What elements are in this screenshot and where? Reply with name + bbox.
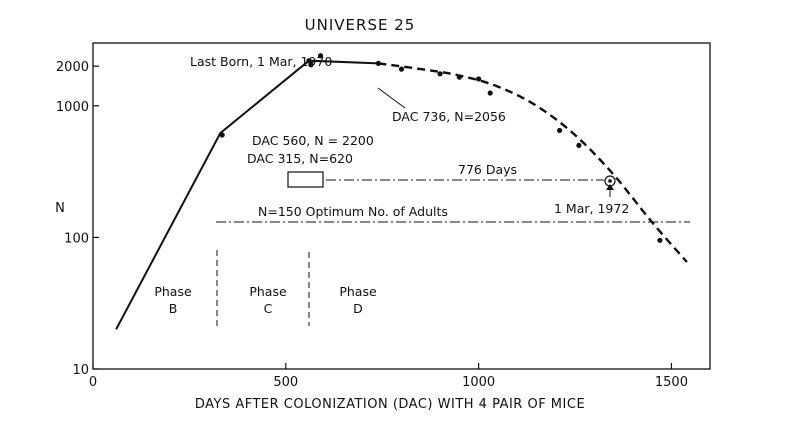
phase-b-label: Phase	[154, 284, 192, 299]
mar-1972-point	[608, 179, 612, 183]
data-point	[375, 60, 381, 66]
optimum-label: N=150 Optimum No. of Adults	[258, 204, 448, 219]
annotation-last-born: Last Born, 1 Mar, 1970	[190, 54, 332, 69]
series-dashed-line	[378, 62, 688, 263]
data-point	[437, 71, 443, 77]
x-tick-label: 1500	[655, 375, 688, 390]
series-solid-line	[115, 59, 379, 330]
annotation-dac736: DAC 736, N=2056	[392, 109, 506, 124]
annotation-dac560: DAC 560, N = 2200	[252, 133, 374, 148]
y-tick-label: 10	[72, 363, 89, 378]
plot-frame	[92, 42, 711, 370]
data-point	[308, 62, 314, 68]
x-tick-label: 1000	[462, 375, 495, 390]
data-point	[456, 74, 462, 80]
data-point	[576, 142, 582, 149]
phase-d-label: Phase	[339, 284, 377, 299]
annotation-mar1972: 1 Mar, 1972	[554, 201, 629, 216]
y-tick-label: 1000	[56, 100, 89, 115]
x-tick-label: 500	[273, 375, 298, 390]
y-axis-ticks: 10 100 1000 2000	[56, 60, 99, 378]
data-point	[306, 58, 312, 64]
y-tick-label: 2000	[56, 60, 89, 75]
x-tick-label: 0	[89, 375, 97, 390]
annotation-mar1972-arrowhead	[606, 184, 614, 190]
y-tick-label: 100	[64, 231, 89, 246]
phase-c-letter: C	[264, 301, 273, 316]
data-point	[487, 90, 493, 96]
data-point	[398, 66, 405, 72]
data-point	[657, 237, 663, 243]
annotation-dac315: DAC 315, N=620	[247, 151, 353, 166]
dac-box	[287, 171, 324, 188]
data-points	[219, 53, 663, 243]
x-axis-ticks: 0 500 1000 1500	[89, 363, 688, 390]
phase-d-letter: D	[353, 301, 363, 316]
days-776-label: 776 Days	[458, 162, 517, 177]
annotation-dac736-pointer	[377, 87, 406, 109]
data-point	[219, 132, 225, 138]
phase-c-label: Phase	[249, 284, 287, 299]
x-axis-label: DAYS AFTER COLONIZATION (DAC) WITH 4 PAI…	[195, 397, 585, 412]
data-point	[476, 76, 482, 82]
data-point	[557, 127, 563, 134]
data-point	[317, 53, 324, 59]
y-axis-label: N	[55, 201, 65, 216]
chart-title: UNIVERSE 25	[305, 16, 416, 34]
phase-b-letter: B	[169, 301, 178, 316]
